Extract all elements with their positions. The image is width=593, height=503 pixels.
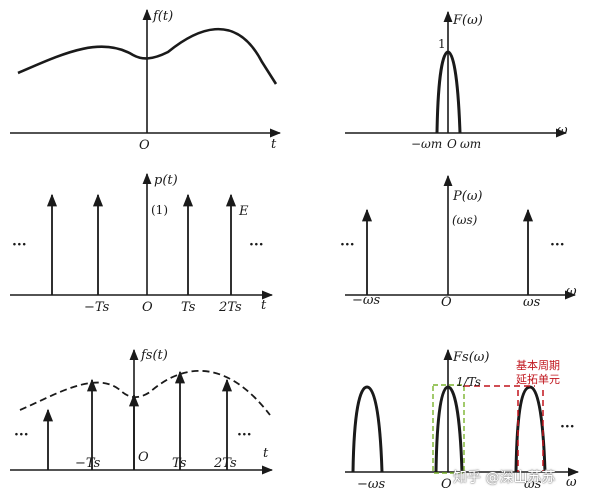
origin-label: O	[441, 477, 452, 492]
panel-time-sampled	[10, 348, 274, 475]
peak-label: 1	[438, 37, 446, 51]
panel-freq-sampled	[345, 348, 580, 477]
ellipsis-left: ···	[12, 237, 27, 253]
tick-2Ts: 2Ts	[219, 300, 242, 315]
signal-curve	[17, 27, 278, 85]
panel-time-impulses	[10, 172, 274, 300]
ylabel-fs-t: fs(t)	[141, 348, 168, 363]
xlabel-t: t	[261, 298, 267, 313]
xlabel-t: t	[271, 137, 277, 152]
panel-time-signal	[10, 8, 282, 138]
tick-neg-omega-m: −ωm	[411, 137, 443, 151]
ylabel-F-omega: F(ω)	[453, 13, 483, 28]
ylabel-f-t: f(t)	[153, 9, 174, 24]
tick-omega-s: ωs	[523, 295, 541, 310]
origin-label: O	[441, 295, 452, 310]
ellipsis-left: ···	[340, 237, 355, 253]
origin-label: O	[139, 138, 150, 153]
ellipsis-right: ···	[249, 237, 264, 253]
tick-neg-omega-s: −ωs	[357, 477, 386, 492]
spectrum-lobe	[435, 50, 462, 134]
origin-label: O	[142, 300, 153, 315]
impulse-weight: (ωs)	[452, 213, 478, 227]
spectrum-replica-center	[434, 385, 464, 473]
tick-neg-Ts: −Ts	[84, 300, 110, 315]
panel-freq-signal	[345, 10, 568, 138]
ylabel-Fs-omega: Fs(ω)	[453, 350, 490, 365]
amplitude-E: E	[239, 204, 249, 219]
envelope-dashed	[19, 370, 271, 416]
tick-Ts: Ts	[172, 456, 187, 471]
peak-label: 1/Ts	[456, 375, 481, 389]
xlabel-omega: ω	[566, 475, 577, 490]
basic-period-box	[432, 384, 465, 474]
ellipsis-right: ···	[237, 427, 252, 443]
tick-omega-m: ωm	[460, 137, 482, 151]
watermark: 知乎 @深山苏苏	[453, 470, 556, 486]
ellipsis-right: ···	[560, 419, 575, 435]
ylabel-p-t: p(t)	[154, 173, 178, 188]
ellipsis-left: ···	[14, 427, 29, 443]
tick-neg-omega-s: −ωs	[352, 293, 381, 308]
origin-label: O	[447, 137, 457, 151]
tick-neg-Ts: −Ts	[75, 456, 101, 471]
xlabel-t: t	[263, 446, 269, 461]
xlabel-omega: ω	[566, 284, 577, 299]
origin-label: O	[138, 450, 149, 465]
impulse-weight: (1)	[151, 203, 168, 217]
tick-omega-s: ωs	[524, 477, 542, 492]
spectrum-replica-right	[514, 385, 547, 473]
tick-2Ts: 2Ts	[214, 456, 237, 471]
xlabel-omega: ω	[557, 123, 568, 138]
spectrum-replica-left	[351, 385, 384, 473]
annotation-extension-unit: 延拓单元	[516, 373, 560, 386]
annotation-basic-period: 基本周期	[516, 359, 560, 372]
ylabel-P-omega: P(ω)	[453, 189, 483, 204]
tick-Ts: Ts	[181, 300, 196, 315]
ellipsis-right: ···	[550, 237, 565, 253]
panel-freq-impulses	[345, 174, 577, 300]
